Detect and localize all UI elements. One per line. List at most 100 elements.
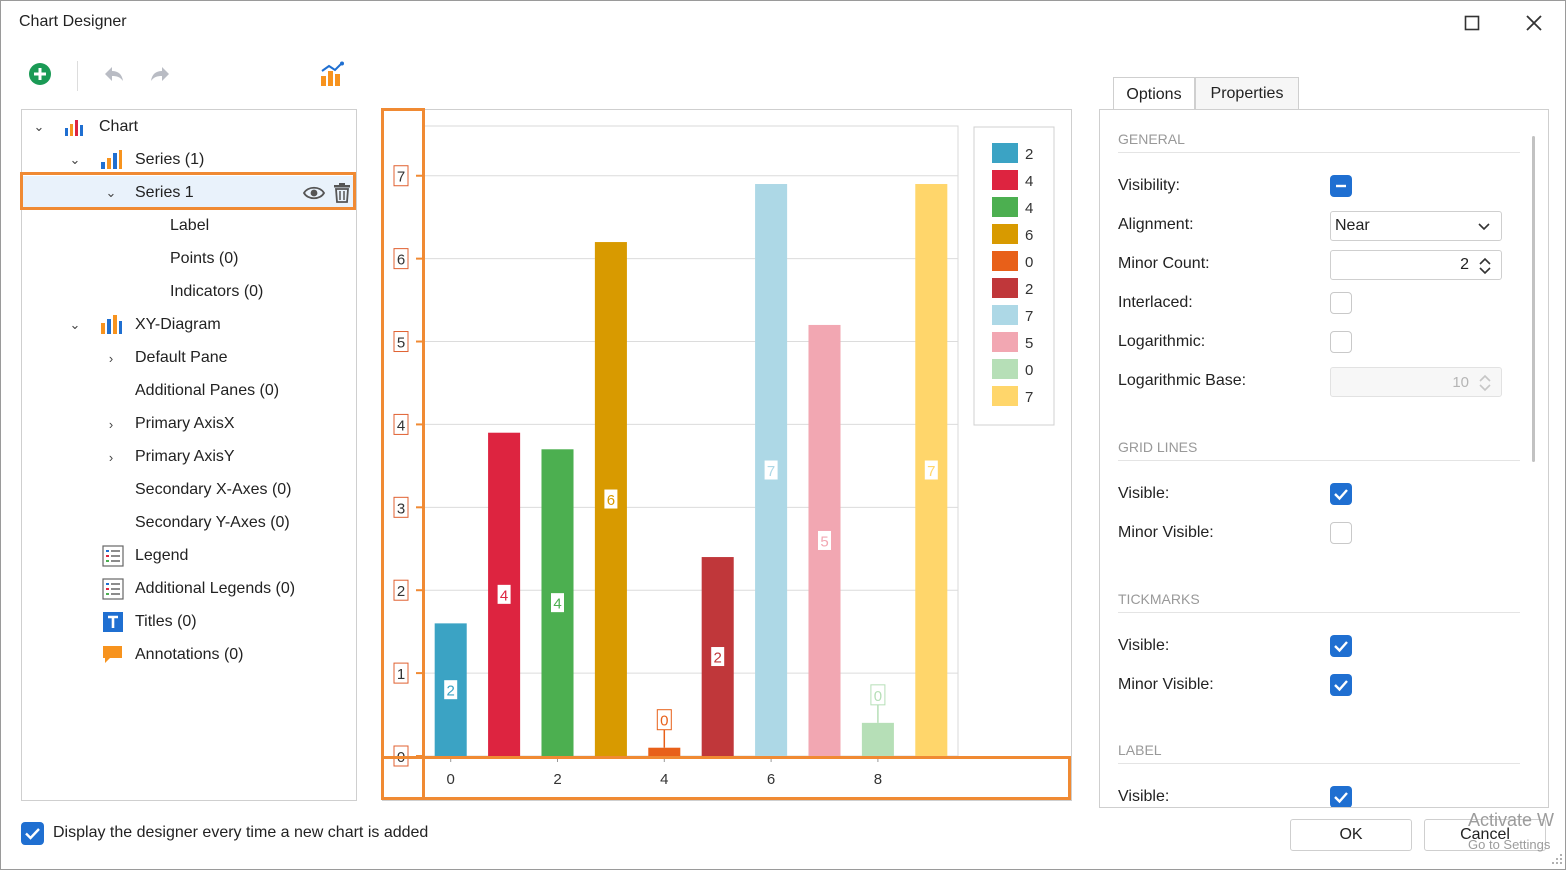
bar [861, 722, 894, 756]
eye-icon[interactable] [303, 184, 325, 202]
section-divider [1118, 460, 1520, 461]
tab-properties-label: Properties [1210, 85, 1284, 102]
chart-preview[interactable]: 0 1 2 3 4 5 6 7 0 2 4 6 8 2 4 4 6 0 2 7 5 0 7 2 4 4 6 0 2 7 5 0 7 [382, 109, 1072, 801]
tree-label-additional-legends: Additional Legends (0) [135, 580, 296, 597]
resize-grip-icon[interactable] [1551, 853, 1563, 865]
chart-wizard-button[interactable] [319, 61, 345, 87]
y-tick-label-box [393, 413, 409, 435]
series-icon [101, 150, 122, 169]
chevron-down-icon[interactable]: ⌄ [105, 185, 117, 200]
interlaced-label: Interlaced: [1118, 294, 1193, 311]
y-tick-label: 1 [397, 666, 405, 683]
x-tick-label: 6 [767, 771, 775, 788]
legend-label: 7 [1025, 308, 1033, 325]
chevron-down-icon[interactable]: ⌄ [69, 152, 81, 167]
tree-item-additional-panes[interactable]: Additional Panes (0) [135, 376, 279, 406]
chevron-right-icon[interactable]: › [108, 449, 114, 465]
log-base-value: 10 [1452, 373, 1469, 391]
legend-swatch [992, 251, 1018, 271]
y-tick-label: 6 [397, 252, 405, 269]
tree-label-indicators: Indicators (0) [170, 283, 264, 300]
ok-button[interactable]: OK [1290, 819, 1412, 851]
tree-label-series-1: Series 1 [135, 184, 194, 201]
chart-wizard-icon [321, 61, 344, 86]
chevron-down-icon[interactable]: ⌄ [69, 317, 81, 332]
checkmark-icon [1334, 792, 1348, 804]
tick-visible-checkbox[interactable] [1330, 635, 1352, 657]
tree-label-legend: Legend [135, 547, 189, 564]
bar-label: 0 [660, 713, 668, 730]
tab-options[interactable]: Options [1113, 77, 1195, 111]
options-scrollbar[interactable] [1532, 136, 1535, 462]
legend-swatch [992, 170, 1018, 190]
visibility-checkbox[interactable] [1330, 175, 1352, 197]
bar-label: 6 [607, 492, 615, 509]
tab-properties[interactable]: Properties [1195, 77, 1299, 110]
checkmark-icon [25, 828, 40, 840]
add-element-button[interactable] [27, 61, 53, 87]
display-designer-checkbox[interactable] [21, 822, 44, 845]
add-circle-icon [29, 63, 51, 85]
minor-count-label: Minor Count: [1118, 255, 1210, 272]
log-base-label: Logarithmic Base: [1118, 372, 1247, 389]
tree-label-points: Points (0) [170, 250, 239, 267]
y-tick-label-box [393, 165, 409, 187]
interlaced-checkbox[interactable] [1330, 292, 1352, 314]
cancel-button[interactable]: Cancel [1424, 819, 1546, 851]
chevron-right-icon[interactable]: › [108, 416, 114, 432]
section-general: GENERAL [1118, 131, 1185, 147]
redo-button[interactable] [147, 61, 173, 87]
bar-label: 4 [553, 596, 561, 613]
bar-chart: 0 1 2 3 4 5 6 7 0 2 4 6 8 2 4 4 6 0 2 7 5 0 7 2 4 4 6 0 2 7 5 0 7 [393, 125, 1055, 788]
legend-label: 4 [1025, 200, 1033, 217]
tree-item-secondary-y-axes[interactable]: Secondary Y-Axes (0) [135, 508, 290, 538]
tick-minor-checkbox[interactable] [1330, 674, 1352, 696]
tree-item-series-1[interactable]: ⌄ Series 1 [104, 178, 354, 208]
x-tick-label: 8 [874, 771, 882, 788]
tree-label-secondary-x-axes: Secondary X-Axes (0) [135, 481, 292, 498]
legend-label: 0 [1025, 362, 1033, 379]
window-title: Chart Designer [19, 13, 127, 30]
chevron-right-icon[interactable]: › [108, 350, 114, 366]
logarithmic-checkbox[interactable] [1330, 331, 1352, 353]
ok-button-label: OK [1339, 826, 1363, 843]
alignment-dropdown[interactable]: Near [1330, 211, 1502, 241]
alignment-value: Near [1335, 217, 1370, 234]
legend-swatch [992, 332, 1018, 352]
legend-swatch [992, 224, 1018, 244]
tree-item-label[interactable]: Label [170, 211, 209, 241]
spin-arrows-icon[interactable] [1478, 256, 1492, 276]
bar-label-box [870, 684, 886, 706]
close-icon [1526, 15, 1542, 31]
tree-label-chart: Chart [99, 118, 139, 135]
chevron-down-icon[interactable]: ⌄ [33, 119, 45, 134]
y-tick-label-box [393, 248, 409, 270]
y-tick-label: 2 [397, 583, 405, 600]
xy-diagram-icon [101, 315, 122, 334]
tree-item-points[interactable]: Points (0) [170, 244, 238, 274]
tree-label-xy-diagram: XY-Diagram [135, 316, 221, 333]
maximize-button[interactable] [1457, 9, 1487, 37]
bar-label-box [923, 459, 939, 481]
tree-label-primary-axis-y: Primary AxisY [135, 448, 235, 465]
y-tick-label-box [393, 579, 409, 601]
minor-count-spinner[interactable]: 2 [1330, 250, 1502, 280]
undo-button[interactable] [101, 61, 127, 87]
trash-icon[interactable] [333, 183, 351, 203]
redo-icon [151, 67, 169, 81]
legend-swatch [992, 386, 1018, 406]
section-label: LABEL [1118, 742, 1162, 758]
activation-watermark-sub: Go to Settings [1468, 837, 1551, 852]
tree-item-indicators[interactable]: Indicators (0) [170, 277, 263, 307]
grid-minor-checkbox[interactable] [1330, 522, 1352, 544]
tree-label-primary-axis-x: Primary AxisX [135, 415, 235, 432]
legend-swatch [992, 305, 1018, 325]
close-button[interactable] [1519, 9, 1549, 37]
label-visible-checkbox[interactable] [1330, 786, 1352, 807]
chevron-down-icon [1478, 223, 1490, 231]
tree-label-label: Label [170, 217, 210, 234]
tree-item-secondary-x-axes[interactable]: Secondary X-Axes (0) [135, 475, 292, 505]
grid-visible-checkbox[interactable] [1330, 483, 1352, 505]
y-tick-label: 7 [397, 169, 405, 186]
legend-swatch [992, 143, 1018, 163]
